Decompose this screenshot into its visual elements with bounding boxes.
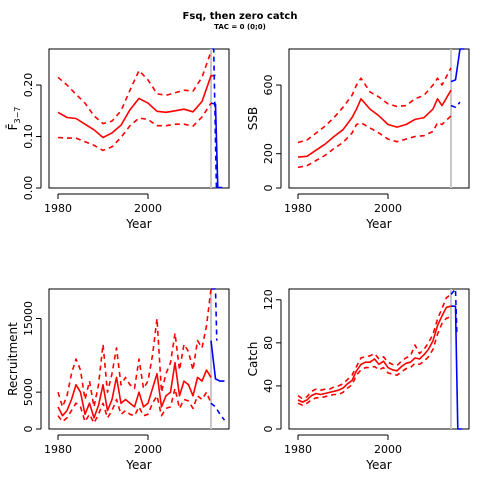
recruitment-series-projection xyxy=(210,340,225,382)
ssb-series-upper xyxy=(297,67,452,144)
fbar-x-axis-label: Year xyxy=(125,217,151,231)
fbar-y-tick-label: 0.20 xyxy=(22,73,35,98)
fbar-series-projection_upper xyxy=(212,48,220,188)
catch-series-lower xyxy=(297,316,452,407)
recruitment-series-projection_lower xyxy=(210,402,226,421)
fbar-y-tick-label: 0.00 xyxy=(22,176,35,201)
recruitment-y-axis-label: Recruitment xyxy=(6,322,20,396)
fbar-x-tick-label: 2000 xyxy=(134,202,162,215)
ssb-y-tick-label: 200 xyxy=(262,143,275,164)
recruitment-series-median xyxy=(57,361,212,419)
catch-y-tick-label: 120 xyxy=(262,289,275,310)
catch-plot-frame xyxy=(288,288,470,430)
fbar-series-median xyxy=(57,74,216,139)
catch-x-tick-label: 1980 xyxy=(284,443,312,456)
catch-series-projection xyxy=(451,305,463,430)
ssb-y-tick-label: 0 xyxy=(262,185,275,192)
fbar-series-projection xyxy=(210,102,223,189)
fbar-y-tick-label: 0.10 xyxy=(22,124,35,149)
fbar-plot-frame xyxy=(48,48,230,189)
catch-x-axis-label: Year xyxy=(365,458,391,472)
recruitment-x-axis-label: Year xyxy=(125,458,151,472)
recruitment-x-tick-label: 1980 xyxy=(44,443,72,456)
ssb-x-tick-label: 1980 xyxy=(284,202,312,215)
catch-series-upper xyxy=(297,293,452,400)
catch-series-median xyxy=(297,305,452,403)
fbar-series-upper xyxy=(57,51,212,125)
fbar-y-axis-label-subscript: 3−7 xyxy=(13,107,22,124)
ssb-series-projection_lower xyxy=(450,101,461,109)
recruitment-x-tick-label: 2000 xyxy=(134,443,162,456)
ssb-y-axis-label: SSB xyxy=(246,107,260,130)
figure-title: Fsq, then zero catch xyxy=(182,11,298,22)
ssb-x-tick-label: 2000 xyxy=(374,202,402,215)
recruitment-y-tick-label: 15000 xyxy=(22,301,35,336)
catch-y-tick-label: 80 xyxy=(262,336,275,350)
ssb-series-lower xyxy=(297,115,452,169)
ssb-series-projection xyxy=(450,48,465,83)
recruitment-plot-frame xyxy=(48,288,230,430)
recruitment-y-tick-label: 0 xyxy=(22,426,35,433)
figure-subtitle: TAC = 0 (0;0) xyxy=(214,23,266,31)
catch-series-projection_upper xyxy=(450,288,458,333)
ssb-x-axis-label: Year xyxy=(365,217,391,231)
fbar-y-axis-label: F̄3−7 xyxy=(6,107,22,131)
recruitment-series-projection_upper xyxy=(211,288,218,341)
catch-y-tick-label: 40 xyxy=(262,379,275,393)
ssb-y-tick-label: 600 xyxy=(262,75,275,96)
recruitment-series-lower xyxy=(57,387,212,424)
recruitment-y-tick-label: 5000 xyxy=(22,378,35,406)
catch-y-axis-label: Catch xyxy=(246,342,260,377)
fbar-series-lower xyxy=(57,102,212,152)
fbar-x-tick-label: 1980 xyxy=(44,202,72,215)
catch-y-tick-label: 0 xyxy=(262,426,275,433)
catch-x-tick-label: 2000 xyxy=(374,443,402,456)
recruitment-series-upper xyxy=(57,288,212,408)
ssb-plot-frame xyxy=(288,48,470,189)
ssb-series-median xyxy=(297,89,452,158)
